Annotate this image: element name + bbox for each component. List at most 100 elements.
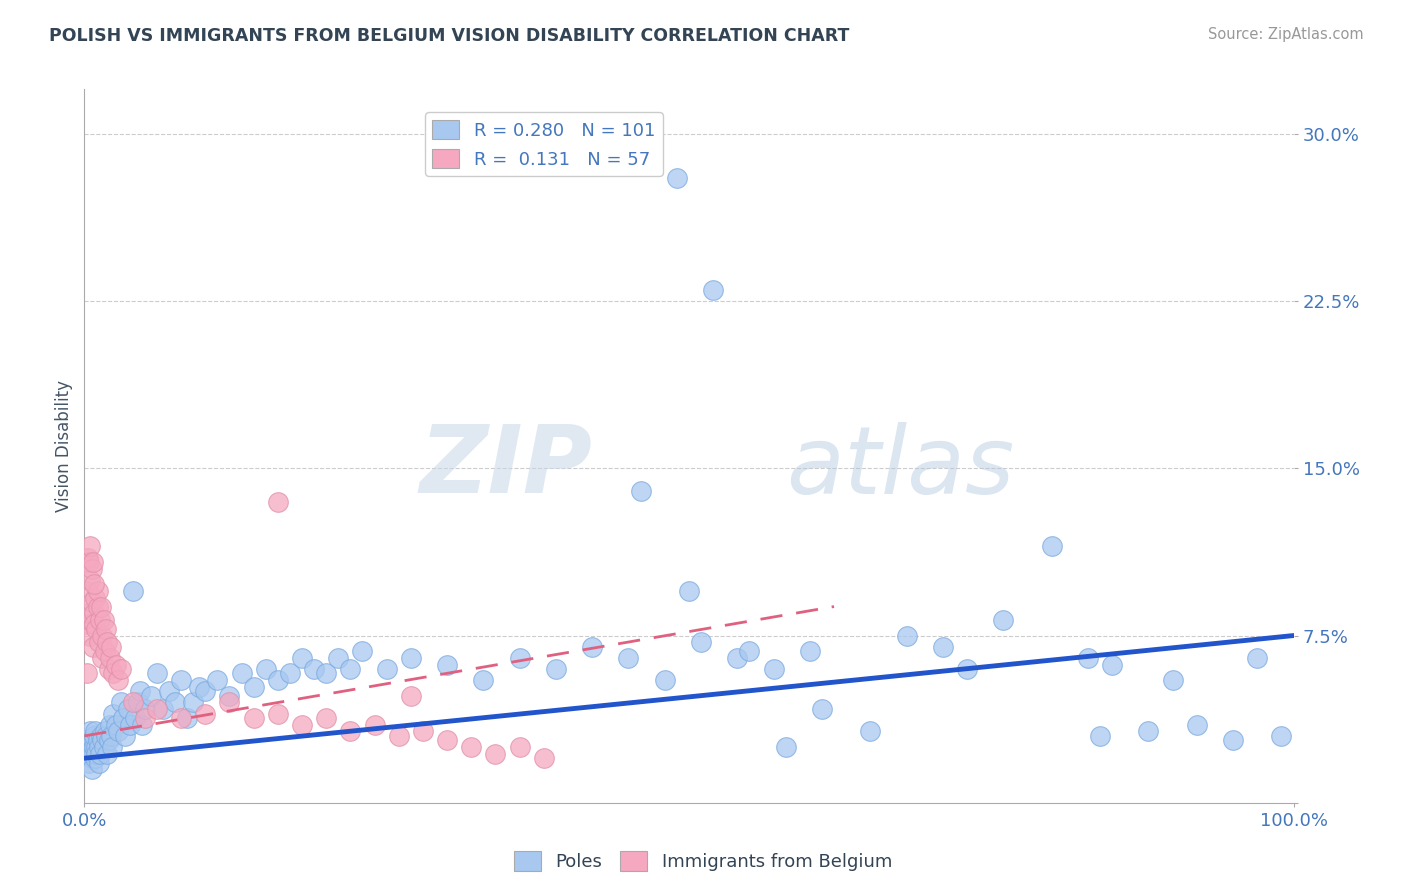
Point <box>112 711 135 725</box>
Point <box>84 751 107 765</box>
Point <box>103 666 125 681</box>
Point <box>544 662 567 676</box>
Point <box>1088 729 1111 743</box>
Point <box>79 573 101 587</box>
Point <box>82 555 104 569</box>
Point <box>94 724 117 739</box>
Point <box>278 666 301 681</box>
Point <box>93 740 115 755</box>
Point <box>533 751 555 765</box>
Point <box>87 635 110 649</box>
Point <box>352 644 374 658</box>
Point <box>110 696 132 710</box>
Point <box>1161 673 1184 687</box>
Point <box>117 702 139 716</box>
Y-axis label: Vision Disability: Vision Disability <box>55 380 73 512</box>
Text: atlas: atlas <box>786 422 1014 513</box>
Point <box>291 651 314 665</box>
Point <box>79 740 101 755</box>
Point <box>96 747 118 761</box>
Point <box>339 662 361 676</box>
Point <box>339 724 361 739</box>
Point <box>218 689 240 703</box>
Point <box>617 651 640 665</box>
Point <box>509 651 531 665</box>
Point <box>436 733 458 747</box>
Point <box>165 696 187 710</box>
Point <box>104 657 127 672</box>
Point <box>152 702 174 716</box>
Point <box>79 539 101 553</box>
Point <box>79 724 101 739</box>
Point <box>121 583 143 598</box>
Point <box>581 640 603 654</box>
Point <box>1246 651 1268 665</box>
Point <box>363 717 385 731</box>
Point <box>86 733 108 747</box>
Point <box>86 622 108 636</box>
Point <box>242 680 264 694</box>
Point <box>98 651 121 665</box>
Point <box>80 751 103 765</box>
Point <box>94 644 117 658</box>
Point <box>90 729 112 743</box>
Point <box>134 702 156 716</box>
Point <box>678 583 700 598</box>
Point <box>124 711 146 725</box>
Point <box>460 740 482 755</box>
Point <box>89 613 111 627</box>
Point <box>242 711 264 725</box>
Point <box>170 711 193 725</box>
Point <box>77 756 100 770</box>
Point <box>86 583 108 598</box>
Point <box>107 673 129 687</box>
Point <box>79 628 101 642</box>
Point <box>146 702 169 716</box>
Point <box>77 747 100 761</box>
Point <box>131 717 153 731</box>
Point <box>86 599 108 614</box>
Point <box>98 717 121 731</box>
Point <box>775 740 797 755</box>
Point <box>97 662 120 676</box>
Point <box>328 651 350 665</box>
Point <box>176 711 198 725</box>
Point <box>665 171 688 186</box>
Point <box>83 729 105 743</box>
Point <box>80 562 103 576</box>
Point <box>94 622 117 636</box>
Point <box>1270 729 1292 743</box>
Point <box>315 666 337 681</box>
Point <box>100 729 122 743</box>
Point <box>146 666 169 681</box>
Point <box>702 283 724 297</box>
Point <box>110 662 132 676</box>
Point <box>932 640 955 654</box>
Point <box>83 617 105 632</box>
Point <box>89 747 111 761</box>
Point <box>77 607 100 621</box>
Point <box>157 684 180 698</box>
Point <box>76 666 98 681</box>
Point <box>725 651 748 665</box>
Point <box>87 756 110 770</box>
Point <box>630 483 652 498</box>
Point <box>484 747 506 761</box>
Point <box>77 617 100 632</box>
Point <box>100 640 122 654</box>
Point <box>77 555 100 569</box>
Point <box>80 762 103 776</box>
Point <box>302 662 325 676</box>
Point <box>76 733 98 747</box>
Point <box>375 662 398 676</box>
Point <box>1185 717 1208 731</box>
Text: Source: ZipAtlas.com: Source: ZipAtlas.com <box>1208 27 1364 42</box>
Point <box>181 696 204 710</box>
Point <box>86 747 108 761</box>
Point <box>1077 651 1099 665</box>
Point <box>103 706 125 721</box>
Point <box>399 651 422 665</box>
Point <box>82 640 104 654</box>
Point <box>107 724 129 739</box>
Point <box>254 662 277 676</box>
